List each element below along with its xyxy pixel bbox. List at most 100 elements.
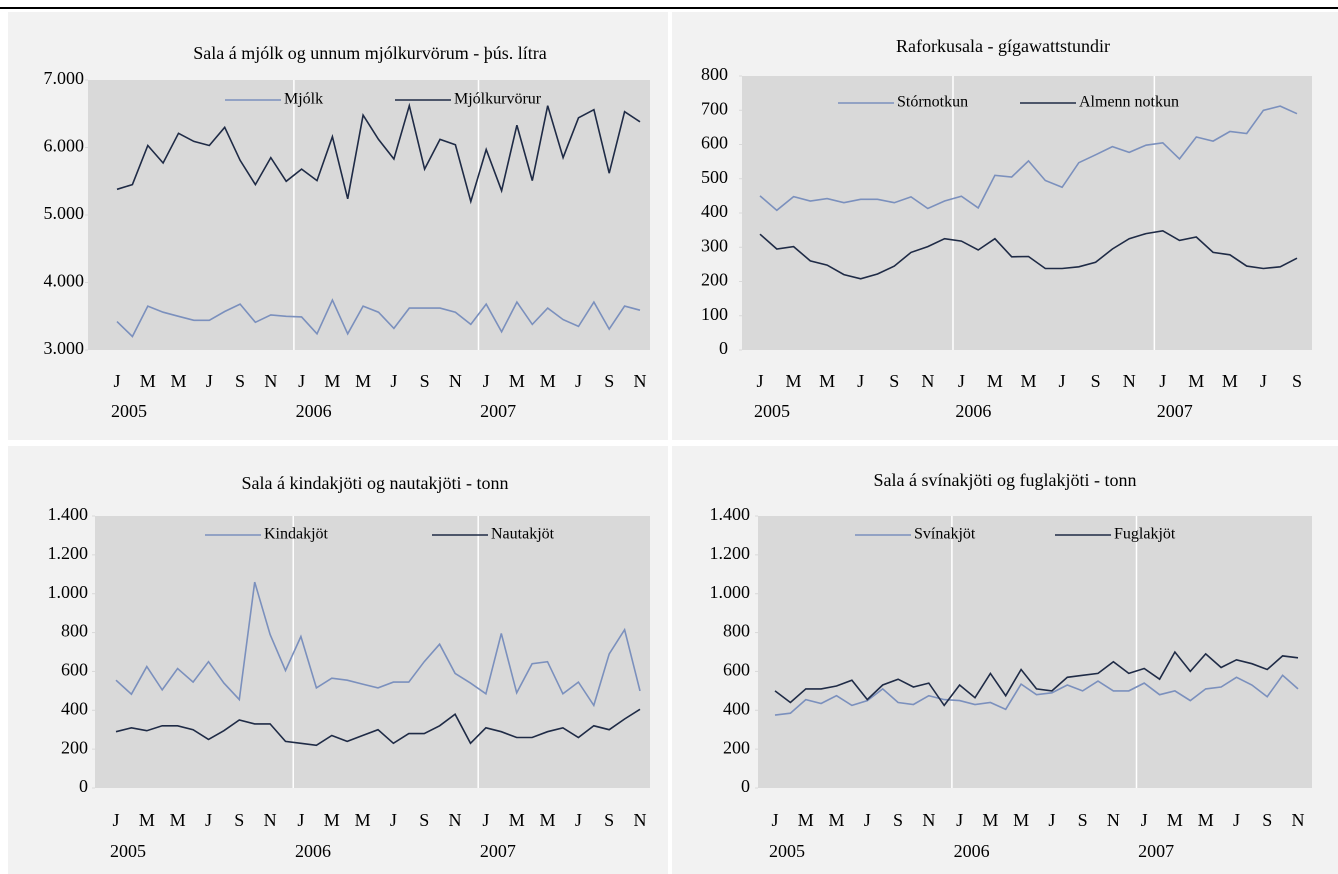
- x-tick-label: J: [1159, 371, 1166, 391]
- y-tick-label: 700: [701, 98, 728, 118]
- y-tick-label: 600: [61, 660, 88, 680]
- y-tick-label: 400: [701, 201, 728, 221]
- x-tick-label: J: [756, 371, 763, 391]
- chart-title: Raforkusala - gígawattstundir: [896, 36, 1110, 56]
- x-tick-label: J: [956, 810, 963, 830]
- y-tick-label: 100: [701, 304, 728, 324]
- year-label: 2007: [480, 401, 516, 421]
- y-tick-label: 200: [61, 737, 88, 757]
- x-tick-label: J: [112, 810, 119, 830]
- x-tick-label: M: [1198, 810, 1214, 830]
- x-tick-label: J: [575, 371, 582, 391]
- x-tick-label: S: [234, 810, 244, 830]
- y-tick-label: 1.400: [48, 504, 89, 524]
- x-tick-label: J: [390, 810, 397, 830]
- legend-label: Kindakjöt: [264, 526, 329, 543]
- y-tick-label: 400: [61, 698, 88, 718]
- y-tick-label: 0: [719, 338, 728, 358]
- legend-label: Nautakjöt: [491, 526, 555, 543]
- x-tick-label: N: [449, 810, 462, 830]
- x-tick-label: M: [509, 810, 525, 830]
- x-tick-label: S: [1078, 810, 1088, 830]
- plot-area: [758, 516, 1312, 788]
- x-tick-label: N: [922, 810, 935, 830]
- x-tick-label: J: [1048, 810, 1055, 830]
- plot-area: [95, 516, 650, 788]
- year-label: 2005: [110, 841, 146, 861]
- year-label: 2005: [111, 401, 147, 421]
- y-tick-label: 7.000: [44, 68, 85, 88]
- x-tick-label: M: [324, 371, 340, 391]
- x-tick-label: J: [575, 810, 582, 830]
- y-tick-label: 1.200: [48, 543, 89, 563]
- series-line: [116, 102, 641, 205]
- plot-area: [88, 80, 650, 350]
- x-tick-label: S: [889, 371, 899, 391]
- x-tick-label: J: [113, 371, 120, 391]
- x-tick-label: M: [170, 810, 186, 830]
- x-tick-label: M: [1013, 810, 1029, 830]
- x-tick-label: N: [1292, 810, 1305, 830]
- x-tick-label: S: [604, 810, 614, 830]
- year-label: 2007: [480, 841, 516, 861]
- x-tick-label: M: [1167, 810, 1183, 830]
- x-tick-label: S: [1292, 371, 1302, 391]
- x-tick-label: M: [139, 810, 155, 830]
- x-tick-label: M: [324, 810, 340, 830]
- y-tick-label: 1.000: [48, 582, 89, 602]
- year-label: 2006: [955, 401, 991, 421]
- x-tick-label: N: [449, 371, 462, 391]
- year-label: 2005: [754, 401, 790, 421]
- y-tick-label: 6.000: [44, 136, 85, 156]
- y-tick-label: 300: [701, 235, 728, 255]
- y-tick-label: 1.200: [710, 543, 751, 563]
- x-tick-label: N: [264, 810, 277, 830]
- year-label: 2007: [1138, 841, 1174, 861]
- x-tick-label: N: [921, 371, 934, 391]
- x-tick-label: S: [893, 810, 903, 830]
- x-tick-label: S: [235, 371, 245, 391]
- x-tick-label: M: [355, 371, 371, 391]
- x-tick-label: M: [1020, 371, 1036, 391]
- y-tick-label: 600: [723, 660, 750, 680]
- y-tick-label: 800: [61, 621, 88, 641]
- x-tick-label: J: [1260, 371, 1267, 391]
- series-line: [759, 229, 1298, 280]
- series-line: [116, 298, 641, 338]
- x-tick-label: M: [171, 371, 187, 391]
- x-tick-label: M: [140, 371, 156, 391]
- series-line: [774, 650, 1299, 707]
- x-tick-label: J: [298, 371, 305, 391]
- year-label: 2006: [954, 841, 990, 861]
- y-tick-label: 800: [701, 64, 728, 84]
- y-tick-label: 1.000: [710, 582, 751, 602]
- x-tick-label: J: [864, 810, 871, 830]
- x-tick-label: M: [798, 810, 814, 830]
- y-tick-label: 3.000: [44, 338, 85, 358]
- x-tick-label: M: [1222, 371, 1238, 391]
- x-tick-label: M: [509, 371, 525, 391]
- x-tick-label: M: [786, 371, 802, 391]
- x-tick-label: J: [1141, 810, 1148, 830]
- y-tick-label: 800: [723, 621, 750, 641]
- x-tick-label: M: [540, 371, 556, 391]
- x-tick-label: S: [1091, 371, 1101, 391]
- legend-label: Fuglakjöt: [1114, 526, 1176, 543]
- x-tick-label: J: [1233, 810, 1240, 830]
- y-tick-label: 200: [701, 270, 728, 290]
- x-tick-label: M: [829, 810, 845, 830]
- x-tick-label: N: [264, 371, 277, 391]
- x-tick-label: J: [857, 371, 864, 391]
- x-tick-label: N: [1107, 810, 1120, 830]
- x-tick-label: N: [634, 810, 647, 830]
- chart-title: Sala á mjólk og unnum mjólkurvörum - þús…: [193, 43, 546, 63]
- y-tick-label: 400: [723, 698, 750, 718]
- x-tick-label: J: [206, 371, 213, 391]
- year-label: 2005: [769, 841, 805, 861]
- series-line: [759, 105, 1298, 212]
- x-tick-label: J: [958, 371, 965, 391]
- x-tick-label: S: [419, 810, 429, 830]
- x-tick-label: N: [1123, 371, 1136, 391]
